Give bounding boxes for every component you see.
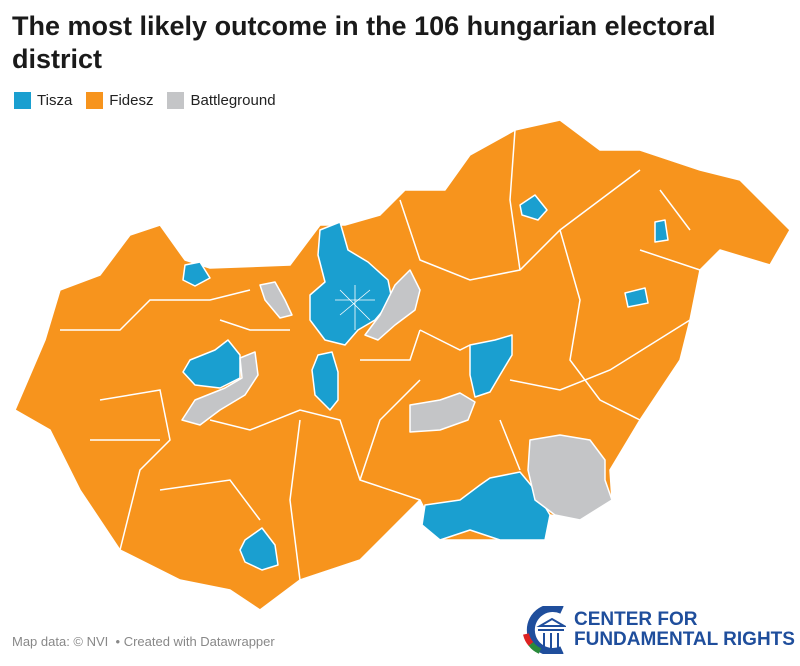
- legend-label: Fidesz: [109, 92, 154, 109]
- map-source: Map data: © NVI: [12, 634, 109, 649]
- budapest-districts: [335, 285, 375, 330]
- district-battleground-bekes[interactable]: [527, 434, 613, 521]
- legend-label: Tisza: [37, 92, 73, 109]
- district-tisza-nyiregyhaza[interactable]: [654, 219, 669, 243]
- district-tisza-miskolc[interactable]: [519, 194, 548, 221]
- logo-line-2: FUNDAMENTAL RIGHTS: [574, 629, 795, 650]
- chart-title: The most likely outcome in the 106 hunga…: [12, 11, 716, 74]
- logo-line-1: CENTER FOR: [574, 609, 698, 630]
- legend-item-tisza: Tisza: [14, 92, 72, 109]
- district-tisza-veszprem[interactable]: [182, 339, 241, 389]
- legend-swatch-tisza: [14, 92, 31, 109]
- district-battleground-kecskemet[interactable]: [409, 392, 476, 433]
- datawrapper-credit[interactable]: • Created with Datawrapper: [115, 634, 275, 649]
- legend-label: Battleground: [190, 92, 276, 109]
- cfr-logo: CENTER FOR FUNDAMENTAL RIGHTS: [522, 606, 795, 654]
- legend-item-battleground: Battleground: [167, 92, 276, 109]
- legend-item-fidesz: Fidesz: [86, 92, 153, 109]
- district-boundaries: [60, 129, 701, 581]
- district-tisza-szeged[interactable]: [421, 471, 551, 541]
- district-tisza-gyor[interactable]: [182, 261, 211, 287]
- district-tisza-debrecen[interactable]: [624, 287, 649, 308]
- district-fidesz-mainland[interactable]: [14, 119, 791, 611]
- district-tisza-szolnok[interactable]: [469, 334, 513, 398]
- district-tisza-pecs[interactable]: [239, 527, 279, 571]
- district-battleground-north[interactable]: [259, 281, 293, 319]
- footer: Map data: © NVI • Created with Datawrapp…: [12, 634, 275, 649]
- legend: Tisza Fidesz Battleground: [14, 92, 276, 109]
- cfr-logo-icon: [523, 606, 566, 654]
- district-tisza-budapest[interactable]: [309, 221, 393, 346]
- district-tisza-budapest-south[interactable]: [311, 351, 339, 411]
- district-battleground-balaton[interactable]: [181, 351, 259, 426]
- legend-swatch-battleground: [167, 92, 185, 109]
- legend-swatch-fidesz: [86, 92, 104, 109]
- district-battleground-pest-east[interactable]: [364, 269, 421, 341]
